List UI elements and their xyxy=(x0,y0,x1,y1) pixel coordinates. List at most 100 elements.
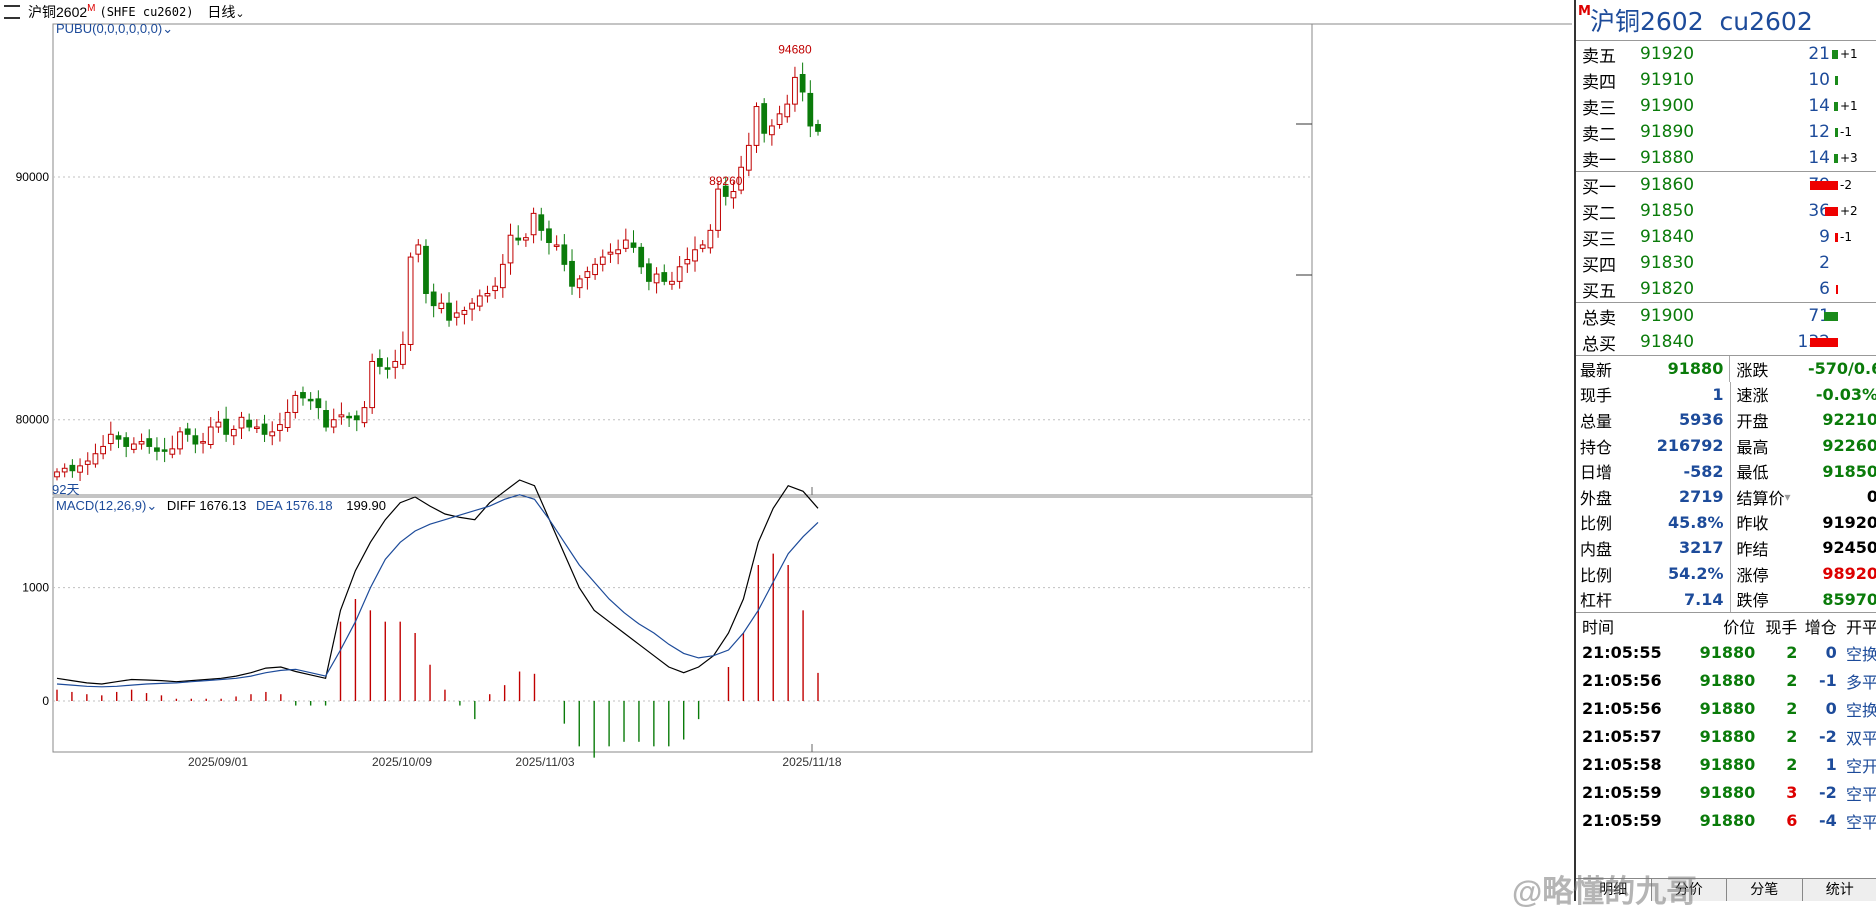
candle-down xyxy=(354,416,359,420)
stat-label: 最新 xyxy=(1576,357,1644,381)
tab-3[interactable]: 统计 xyxy=(1803,879,1876,901)
tab-2[interactable]: 分笔 xyxy=(1727,879,1803,901)
ob-price: 91890 xyxy=(1640,122,1760,142)
stat-label: 内盘 xyxy=(1576,536,1644,560)
chevron-down-icon[interactable]: ▾ xyxy=(1785,490,1791,504)
price-axis-label: 80000 xyxy=(16,413,50,427)
candle-down xyxy=(662,273,667,282)
candle-down xyxy=(447,303,452,320)
trade-type: 空平 xyxy=(1837,781,1876,805)
ob-qty: 6 xyxy=(1760,279,1830,299)
ob-change: +1 xyxy=(1840,47,1858,61)
ob-price: 91840 xyxy=(1640,332,1760,352)
candle-down xyxy=(262,424,267,434)
trade-oi-change: -2 xyxy=(1797,783,1836,802)
menu-icon[interactable] xyxy=(4,5,20,19)
candle-up xyxy=(600,257,605,264)
stats-table: 最新91880涨跌-570/0.62%现手1速涨-0.03%总量5936开盘92… xyxy=(1576,356,1876,613)
candle-up xyxy=(493,286,498,290)
stat-label: 现手 xyxy=(1576,382,1644,406)
stat-value: -582 xyxy=(1644,462,1730,481)
ob-price: 91910 xyxy=(1640,70,1760,90)
candle-up xyxy=(93,454,98,464)
ob-qty: 21 xyxy=(1760,44,1830,64)
chevron-down-icon: ⌄ xyxy=(162,21,173,36)
ob-qty: 14 xyxy=(1760,96,1830,116)
candle-up xyxy=(700,245,705,248)
days-label: 92天 xyxy=(52,479,79,498)
candle-up xyxy=(85,461,90,464)
candle-up xyxy=(746,145,751,170)
candle-down xyxy=(116,436,121,439)
orderbook-totals: 总卖9190071总买91840132 xyxy=(1576,303,1876,356)
candle-up xyxy=(477,296,482,306)
main-indicator-label[interactable]: PUBU(0,0,0,0,0,0)⌄ xyxy=(56,21,173,37)
candle-down xyxy=(762,104,767,134)
orderbook-total-buy[interactable]: 总买91840132 xyxy=(1576,329,1876,355)
trade-type: 双平 xyxy=(1837,725,1876,749)
ob-volume-bar xyxy=(1836,285,1838,294)
stat-label: 最高 xyxy=(1730,433,1809,459)
stat-value: 85970 xyxy=(1808,590,1876,609)
candle-up xyxy=(139,442,144,444)
candle-down xyxy=(162,450,167,452)
candle-down xyxy=(308,399,313,401)
stat-value: 91920 xyxy=(1808,513,1876,532)
stat-value: 1 xyxy=(1644,385,1730,404)
stat-label: 比例 xyxy=(1576,562,1644,586)
candle-down xyxy=(193,436,198,444)
orderbook-buy-row[interactable]: 买一9186079-2 xyxy=(1576,172,1876,198)
candle-up xyxy=(362,408,367,423)
trade-oi-change: 0 xyxy=(1797,643,1836,662)
peak-label: 94680 xyxy=(778,42,812,56)
trade-volume: 6 xyxy=(1755,811,1797,830)
stat-label: 涨跌 xyxy=(1729,356,1808,382)
candle-up xyxy=(370,361,375,407)
candle-up xyxy=(231,429,236,435)
stat-label: 日增 xyxy=(1576,459,1644,483)
trade-type: 空平 xyxy=(1837,809,1876,833)
ob-volume-bar xyxy=(1825,207,1838,216)
trade-price: 91880 xyxy=(1685,783,1755,802)
trade-volume: 2 xyxy=(1755,671,1797,690)
candle-up xyxy=(593,264,598,274)
period-selector[interactable]: 日线⌄ xyxy=(207,2,244,22)
macd-label[interactable]: MACD(12,26,9)⌄ DIFF 1676.13 DEA 1576.18 … xyxy=(56,498,386,514)
stat-value: 216792 xyxy=(1644,436,1730,455)
chevron-down-icon: ⌄ xyxy=(235,7,244,20)
trade-time: 21:05:57 xyxy=(1576,727,1685,746)
stat-value: 92260 xyxy=(1808,436,1876,455)
stat-label: 跌停 xyxy=(1730,586,1809,612)
trade-volume: 2 xyxy=(1755,755,1797,774)
ob-qty: 12 xyxy=(1760,122,1830,142)
candle-up xyxy=(716,189,721,230)
trade-price: 91880 xyxy=(1685,811,1755,830)
date-axis-label: 2025/09/01 xyxy=(188,755,248,769)
ob-price: 91830 xyxy=(1640,253,1760,273)
candle-down xyxy=(547,229,552,243)
trade-time: 21:05:56 xyxy=(1576,671,1685,690)
ob-price: 91820 xyxy=(1640,279,1760,299)
ob-price: 91840 xyxy=(1640,227,1760,247)
trade-time: 21:05:55 xyxy=(1576,643,1685,662)
candle-up xyxy=(462,310,467,314)
candle-up xyxy=(500,264,505,287)
